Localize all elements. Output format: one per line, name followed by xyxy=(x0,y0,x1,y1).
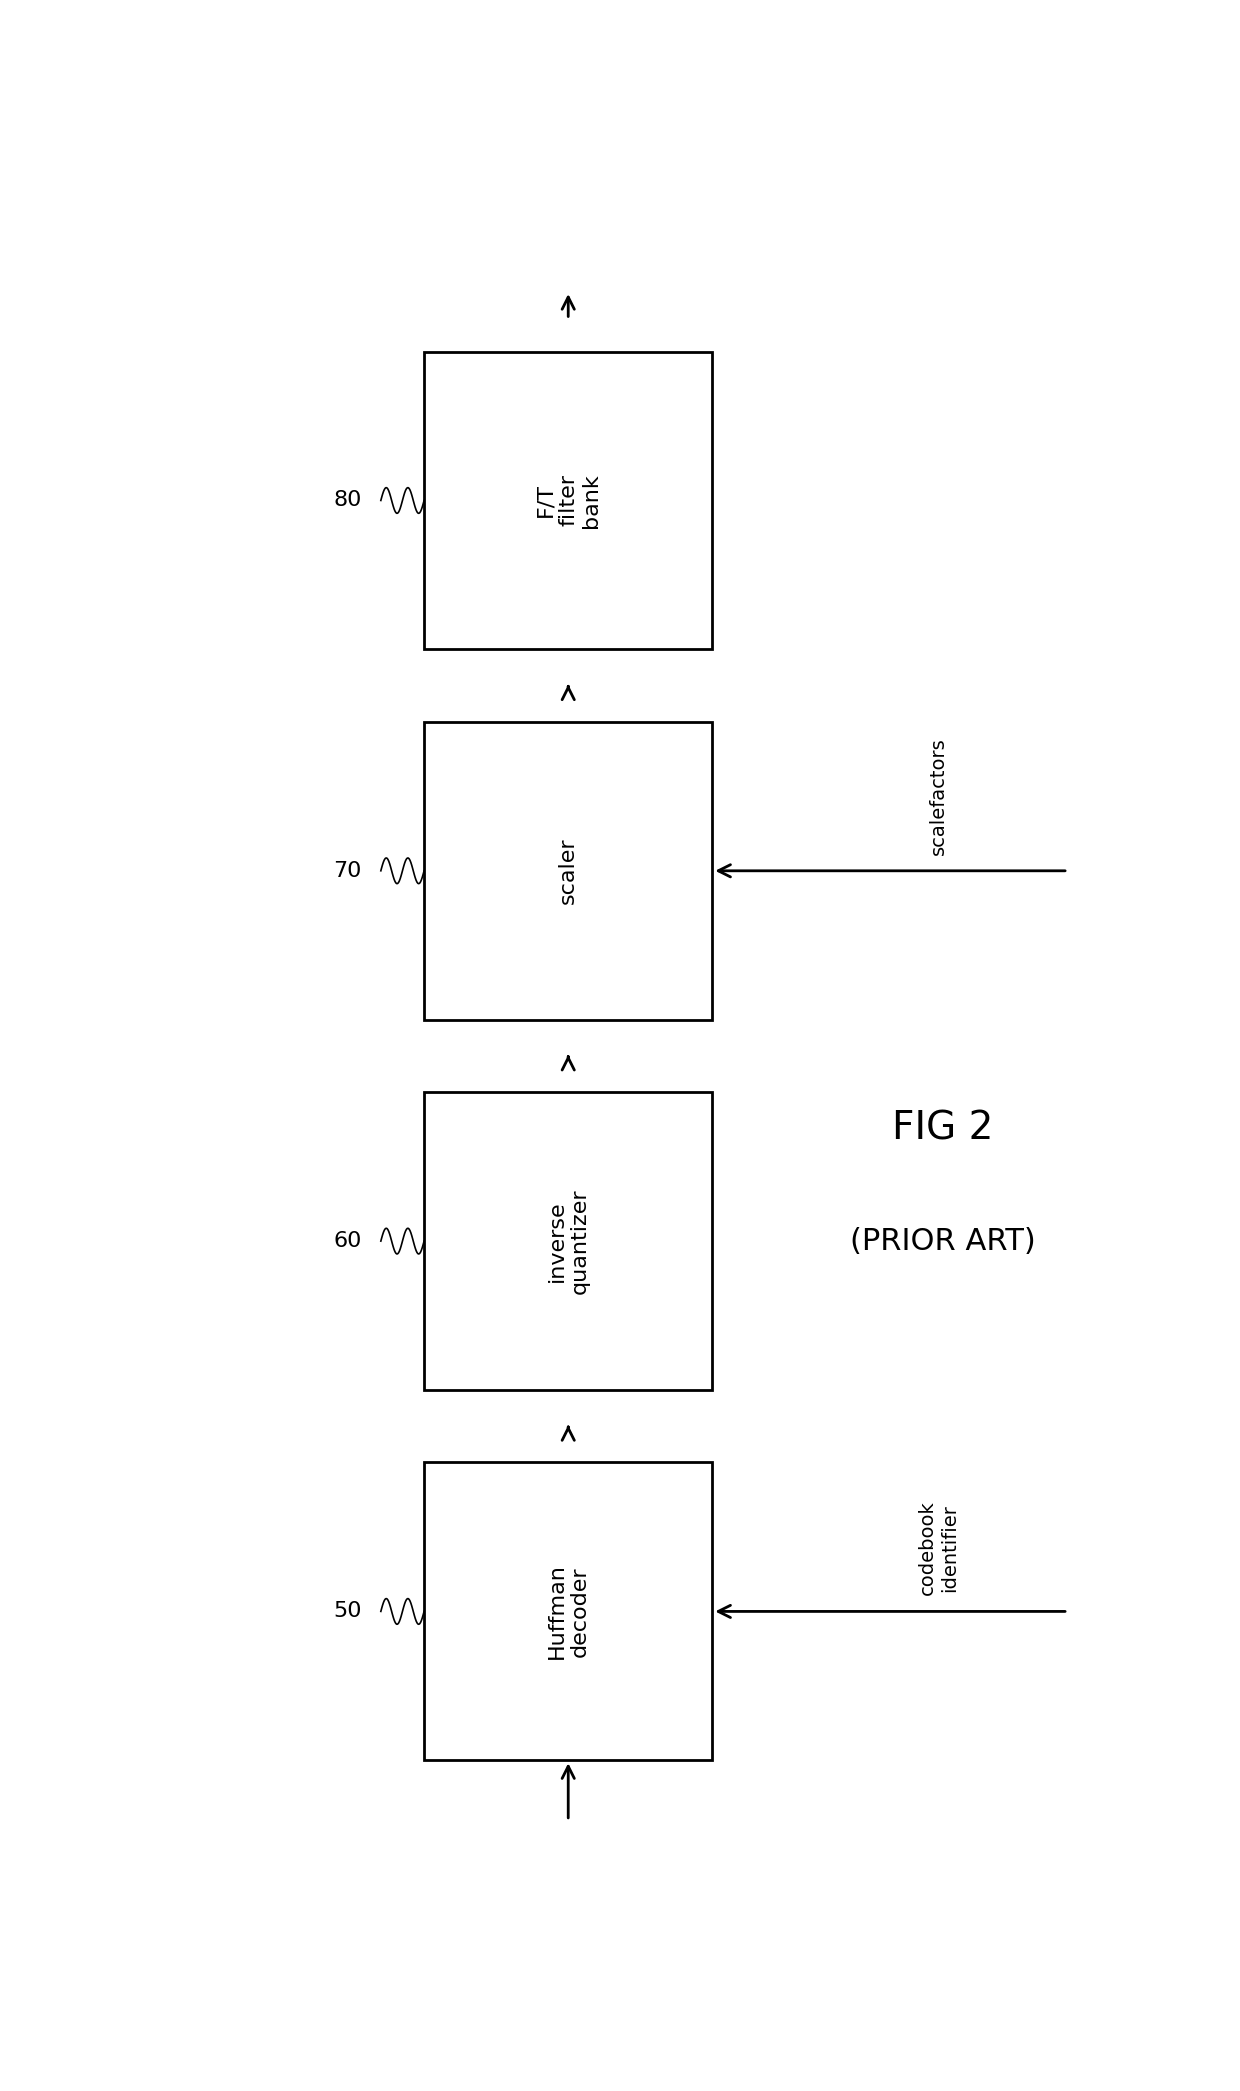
Bar xyxy=(424,351,713,650)
Text: codebook
identifier: codebook identifier xyxy=(918,1501,959,1595)
Bar xyxy=(424,721,713,1020)
Text: F/T
filter
bank: F/T filter bank xyxy=(534,473,601,527)
Text: (PRIOR ART): (PRIOR ART) xyxy=(851,1227,1035,1255)
Text: scaler: scaler xyxy=(558,838,578,903)
Bar xyxy=(424,1462,713,1761)
Text: Huffman
decoder: Huffman decoder xyxy=(547,1564,590,1660)
Text: 80: 80 xyxy=(334,491,362,510)
Text: FIG 2: FIG 2 xyxy=(893,1110,993,1148)
Bar xyxy=(424,1092,713,1391)
Text: 70: 70 xyxy=(334,861,362,880)
Text: 50: 50 xyxy=(334,1602,362,1621)
Text: inverse
quantizer: inverse quantizer xyxy=(547,1188,590,1294)
Text: scalefactors: scalefactors xyxy=(929,736,947,855)
Text: 60: 60 xyxy=(334,1232,362,1250)
